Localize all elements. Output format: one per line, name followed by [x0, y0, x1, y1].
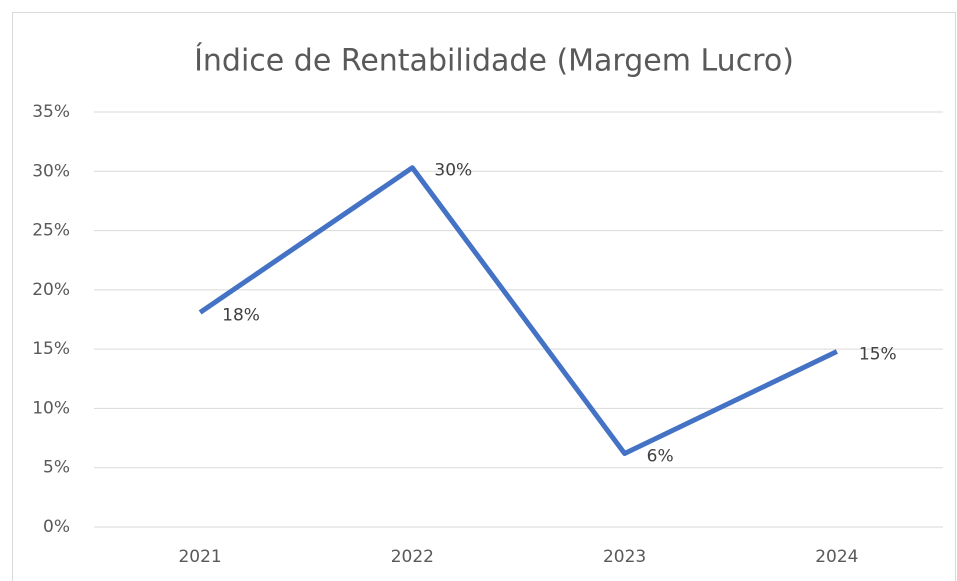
y-tick-label: 15%	[32, 339, 70, 359]
data-label: 6%	[647, 446, 674, 466]
chart-title: Índice de Rentabilidade (Margem Lucro)	[194, 43, 794, 79]
y-tick-label: 5%	[43, 458, 70, 478]
x-tick-label: 2023	[603, 547, 646, 567]
y-tick-label: 30%	[32, 161, 70, 181]
data-line	[198, 165, 838, 456]
x-tick-label: 2024	[815, 547, 858, 567]
data-label: 30%	[434, 161, 472, 181]
chart-border	[12, 12, 956, 581]
x-tick-label: 2022	[391, 547, 434, 567]
y-tick-label: 0%	[43, 517, 70, 537]
y-tick-label: 25%	[32, 221, 70, 241]
data-label: 15%	[859, 345, 897, 365]
data-label: 18%	[222, 305, 260, 325]
x-tick-label: 2021	[178, 547, 221, 567]
y-tick-label: 20%	[32, 280, 70, 300]
y-tick-label: 10%	[32, 398, 70, 418]
y-tick-label: 35%	[32, 102, 70, 122]
